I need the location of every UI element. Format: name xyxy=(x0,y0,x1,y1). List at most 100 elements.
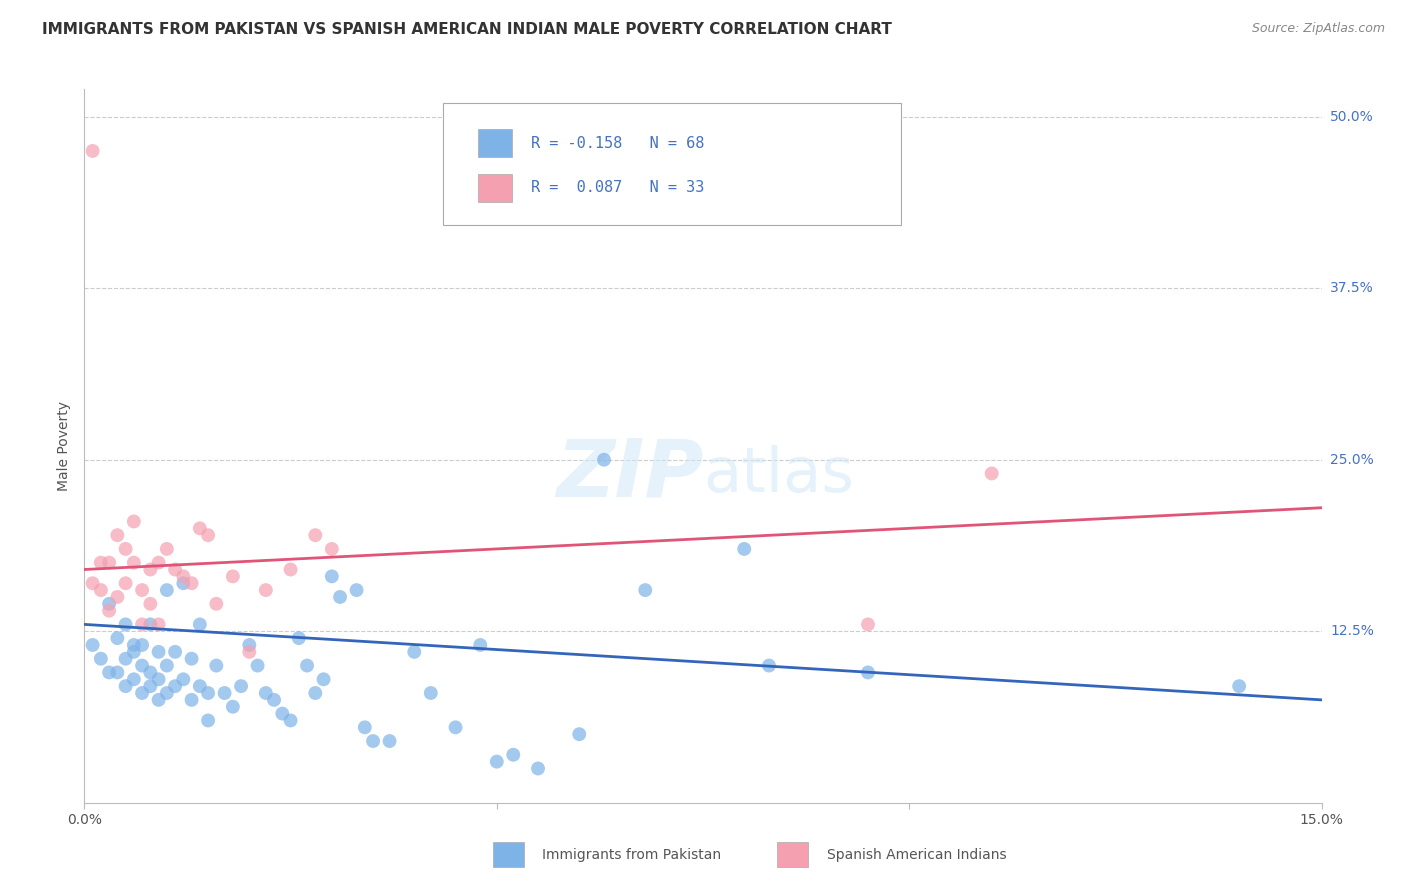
FancyBboxPatch shape xyxy=(478,129,512,157)
Point xyxy=(205,658,228,673)
Point xyxy=(197,714,219,728)
Text: atlas: atlas xyxy=(703,444,853,505)
Point xyxy=(254,686,277,700)
Y-axis label: Male Poverty: Male Poverty xyxy=(58,401,72,491)
Point xyxy=(139,562,162,576)
Point xyxy=(148,693,170,707)
Point xyxy=(122,645,145,659)
Point xyxy=(980,467,1002,481)
Point xyxy=(122,556,145,570)
Point xyxy=(733,541,755,556)
Point xyxy=(246,658,269,673)
Point xyxy=(378,734,401,748)
Point xyxy=(404,645,426,659)
Point xyxy=(444,720,467,734)
Point xyxy=(295,658,318,673)
Point xyxy=(214,686,236,700)
Point xyxy=(188,617,211,632)
Text: 37.5%: 37.5% xyxy=(1330,281,1374,295)
Point xyxy=(172,673,194,687)
Point xyxy=(131,658,153,673)
Point xyxy=(148,673,170,687)
Point xyxy=(98,604,121,618)
Point xyxy=(593,452,616,467)
Point xyxy=(131,638,153,652)
Text: IMMIGRANTS FROM PAKISTAN VS SPANISH AMERICAN INDIAN MALE POVERTY CORRELATION CHA: IMMIGRANTS FROM PAKISTAN VS SPANISH AMER… xyxy=(42,22,891,37)
Point xyxy=(758,658,780,673)
Point xyxy=(90,583,112,598)
Point xyxy=(131,617,153,632)
Point xyxy=(321,569,343,583)
Point xyxy=(188,521,211,535)
Point xyxy=(105,631,128,645)
Point xyxy=(122,638,145,652)
Point xyxy=(188,679,211,693)
Point xyxy=(139,617,162,632)
Point xyxy=(90,556,112,570)
Point xyxy=(312,673,335,687)
Point xyxy=(165,562,187,576)
Point xyxy=(172,569,194,583)
Point xyxy=(172,576,194,591)
Point xyxy=(502,747,524,762)
Point xyxy=(263,693,285,707)
FancyBboxPatch shape xyxy=(443,103,901,225)
Point xyxy=(238,645,260,659)
Point xyxy=(105,665,128,680)
Point xyxy=(856,665,879,680)
Point xyxy=(105,590,128,604)
Point xyxy=(485,755,508,769)
Point xyxy=(634,583,657,598)
Point xyxy=(139,679,162,693)
Text: 12.5%: 12.5% xyxy=(1330,624,1374,639)
Point xyxy=(329,590,352,604)
FancyBboxPatch shape xyxy=(478,174,512,202)
Point xyxy=(353,720,375,734)
Point xyxy=(148,617,170,632)
Point xyxy=(321,541,343,556)
Point xyxy=(280,562,302,576)
Point xyxy=(280,714,302,728)
Point xyxy=(205,597,228,611)
Point xyxy=(114,679,136,693)
Point xyxy=(98,665,121,680)
Point xyxy=(222,699,245,714)
Point xyxy=(197,528,219,542)
Point xyxy=(156,583,179,598)
Point xyxy=(568,727,591,741)
Text: 25.0%: 25.0% xyxy=(1330,453,1374,467)
Point xyxy=(148,645,170,659)
Text: Source: ZipAtlas.com: Source: ZipAtlas.com xyxy=(1251,22,1385,36)
Text: R = -0.158   N = 68: R = -0.158 N = 68 xyxy=(531,136,704,151)
Point xyxy=(180,576,202,591)
Point xyxy=(346,583,368,598)
Point xyxy=(229,679,252,693)
Point xyxy=(527,762,550,776)
Point xyxy=(98,597,121,611)
Point xyxy=(304,528,326,542)
Point xyxy=(197,686,219,700)
Point xyxy=(114,617,136,632)
Point xyxy=(156,658,179,673)
Point xyxy=(114,576,136,591)
Point xyxy=(122,673,145,687)
Point xyxy=(156,686,179,700)
Point xyxy=(254,583,277,598)
Point xyxy=(131,583,153,598)
Text: Immigrants from Pakistan: Immigrants from Pakistan xyxy=(543,848,721,862)
Point xyxy=(180,693,202,707)
Point xyxy=(122,515,145,529)
Point xyxy=(139,665,162,680)
Point xyxy=(114,651,136,665)
Point xyxy=(139,597,162,611)
Point xyxy=(470,638,492,652)
Point xyxy=(856,617,879,632)
Point xyxy=(288,631,311,645)
Point xyxy=(82,638,104,652)
Point xyxy=(90,651,112,665)
Point xyxy=(271,706,294,721)
Point xyxy=(148,556,170,570)
Point xyxy=(165,679,187,693)
FancyBboxPatch shape xyxy=(778,842,808,867)
Point xyxy=(419,686,441,700)
